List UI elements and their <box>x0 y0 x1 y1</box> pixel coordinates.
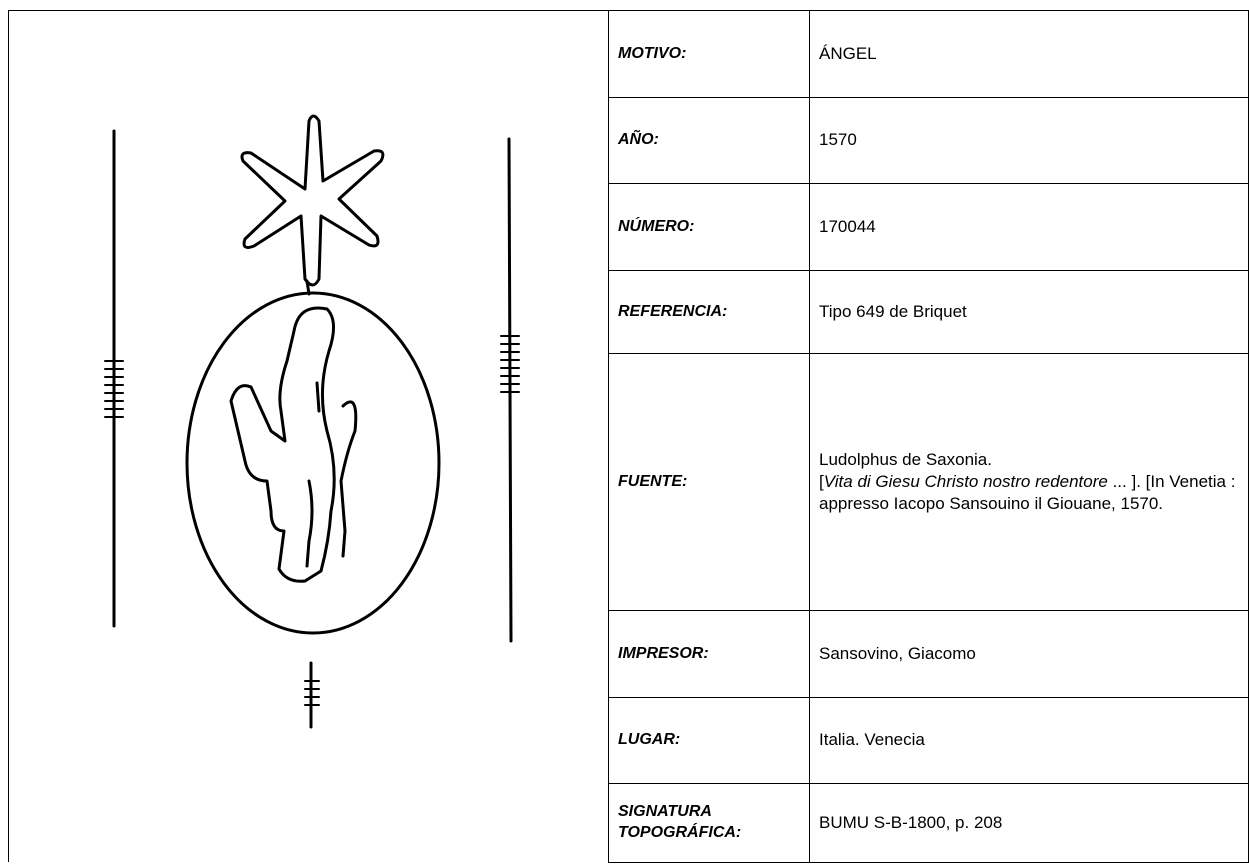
value: Sansovino, Giacomo <box>809 610 1249 698</box>
label: NÚMERO: <box>608 183 810 271</box>
label: IMPRESOR: <box>608 610 810 698</box>
watermark-drawing <box>104 114 520 729</box>
label: MOTIVO: <box>608 10 810 98</box>
watermark-cell <box>8 10 608 862</box>
title-text: Vita di Giesu Christo nostro redentore <box>823 471 1108 491</box>
label: FUENTE: <box>608 353 810 611</box>
value: 1570 <box>809 97 1249 184</box>
value: Tipo 649 de Briquet <box>809 270 1249 354</box>
label: SIGNATURA TOPOGRÁFICA: <box>608 783 810 863</box>
label: AÑO: <box>608 97 810 184</box>
value: 170044 <box>809 183 1249 271</box>
metadata-table: MOTIVO: ÁNGEL AÑO: 1570 NÚMERO: 170044 REFE… <box>608 10 1249 863</box>
label: LUGAR: <box>608 697 810 784</box>
text: Ludolphus de Saxonia. <box>819 449 992 469</box>
text: [ <box>819 471 824 491</box>
text: ... ]. [In Venetia : appresso Iacopo San… <box>819 471 1236 514</box>
value: Italia. Venecia <box>809 697 1249 784</box>
label: REFERENCIA: <box>608 270 810 354</box>
value: Ludolphus de Saxonia. [Vita di Giesu Chri… <box>809 353 1249 611</box>
value: ÁNGEL <box>809 10 1249 98</box>
value: BUMU S-B-1800, p. 208 <box>809 783 1249 863</box>
